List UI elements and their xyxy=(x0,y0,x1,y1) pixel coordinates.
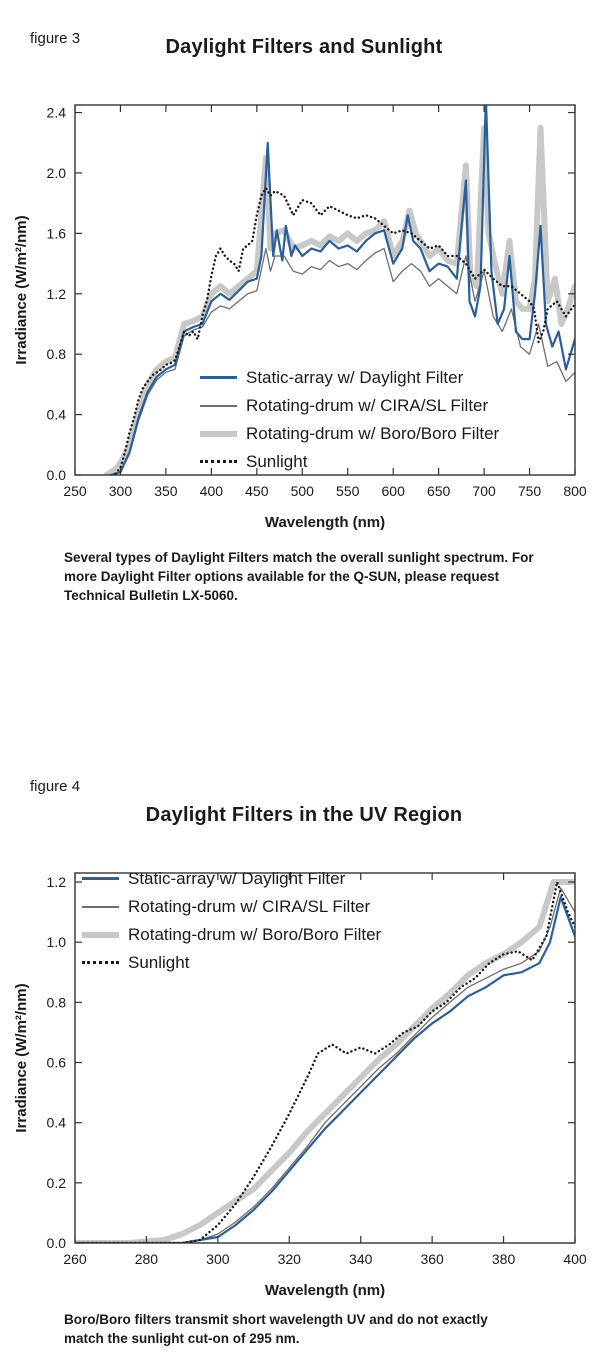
legend-item-cira-sl: Rotating-drum w/ CIRA/SL Filter xyxy=(200,394,499,417)
svg-text:0.8: 0.8 xyxy=(47,346,67,362)
legend-label-cira-sl: Rotating-drum w/ CIRA/SL Filter xyxy=(246,395,489,415)
legend-label-sunlight: Sunlight xyxy=(128,952,190,972)
svg-text:400: 400 xyxy=(563,1251,587,1267)
svg-text:250: 250 xyxy=(63,483,87,499)
svg-text:0.4: 0.4 xyxy=(47,1115,67,1131)
legend-label-boro-boro: Rotating-drum w/ Boro/Boro Filter xyxy=(246,423,500,443)
svg-text:0.0: 0.0 xyxy=(47,1235,67,1251)
svg-text:340: 340 xyxy=(349,1251,373,1267)
svg-text:550: 550 xyxy=(336,483,360,499)
figure3-legend: Static-array w/ Daylight Filter Rotating… xyxy=(200,366,499,473)
svg-text:400: 400 xyxy=(200,483,224,499)
svg-text:300: 300 xyxy=(109,483,133,499)
svg-text:0.2: 0.2 xyxy=(47,1175,67,1191)
svg-text:Irradiance (W/m²/nm): Irradiance (W/m²/nm) xyxy=(13,983,30,1132)
svg-text:700: 700 xyxy=(472,483,496,499)
legend-item-static-array: Static-array w/ Daylight Filter xyxy=(200,366,499,389)
figure4-legend: Static-array w/ Daylight Filter Rotating… xyxy=(82,867,381,974)
legend-item-sunlight: Sunlight xyxy=(200,450,499,473)
figure3-title: Daylight Filters and Sunlight xyxy=(165,36,443,58)
cira-sl-line-swatch xyxy=(200,404,237,407)
svg-text:280: 280 xyxy=(135,1251,159,1267)
svg-text:Wavelength (nm): Wavelength (nm) xyxy=(265,1282,385,1299)
svg-text:1.0: 1.0 xyxy=(47,934,67,950)
static-array-line-swatch xyxy=(200,376,237,379)
svg-text:2.0: 2.0 xyxy=(47,165,67,181)
figure4-label: figure 4 xyxy=(30,778,81,795)
svg-text:800: 800 xyxy=(563,483,587,499)
svg-text:0.6: 0.6 xyxy=(47,1055,67,1071)
legend-label-static-array: Static-array w/ Daylight Filter xyxy=(246,367,464,387)
svg-text:Irradiance (W/m²/nm): Irradiance (W/m²/nm) xyxy=(13,215,30,364)
legend-label-boro-boro: Rotating-drum w/ Boro/Boro Filter xyxy=(128,924,382,944)
svg-text:380: 380 xyxy=(492,1251,516,1267)
svg-text:1.6: 1.6 xyxy=(47,225,67,241)
legend-item-boro-boro: Rotating-drum w/ Boro/Boro Filter xyxy=(200,422,499,445)
legend-label-static-array: Static-array w/ Daylight Filter xyxy=(128,868,346,888)
legend-item-boro-boro: Rotating-drum w/ Boro/Boro Filter xyxy=(82,923,381,946)
svg-text:0.0: 0.0 xyxy=(47,467,67,483)
legend-item-sunlight: Sunlight xyxy=(82,951,381,974)
svg-text:260: 260 xyxy=(63,1251,87,1267)
sunlight-dotted-swatch xyxy=(200,460,237,463)
static-array-line-swatch xyxy=(82,877,119,880)
boro-boro-line-swatch xyxy=(200,430,237,437)
legend-label-sunlight: Sunlight xyxy=(246,451,308,471)
legend-item-cira-sl: Rotating-drum w/ CIRA/SL Filter xyxy=(82,895,381,918)
svg-text:1.2: 1.2 xyxy=(47,874,67,890)
svg-text:350: 350 xyxy=(154,483,178,499)
figure4-chart: 260 280 300 320 340 360 380 400 0.0 0.2 0.4 0.6 0.8 1… xyxy=(13,872,587,1299)
legend-label-cira-sl: Rotating-drum w/ CIRA/SL Filter xyxy=(128,896,371,916)
svg-text:600: 600 xyxy=(382,483,406,499)
figure3-chart: 250 300 350 400 450 500 550 600 650 700 750 800 0.0 0… xyxy=(13,104,587,531)
figure4-title: Daylight Filters in the UV Region xyxy=(145,804,463,826)
svg-text:2.4: 2.4 xyxy=(47,105,67,121)
svg-text:0.8: 0.8 xyxy=(47,994,67,1010)
figure4-caption: Boro/Boro filters transmit short wavelen… xyxy=(64,1312,488,1347)
svg-text:500: 500 xyxy=(291,483,315,499)
cira-sl-line-swatch xyxy=(82,905,119,908)
svg-text:1.2: 1.2 xyxy=(47,286,67,302)
svg-text:300: 300 xyxy=(206,1251,230,1267)
legend-item-static-array: Static-array w/ Daylight Filter xyxy=(82,867,381,890)
figure3-label: figure 3 xyxy=(30,30,81,47)
svg-text:360: 360 xyxy=(420,1251,444,1267)
svg-text:650: 650 xyxy=(427,483,451,499)
svg-text:Wavelength (nm): Wavelength (nm) xyxy=(265,514,385,531)
svg-text:0.4: 0.4 xyxy=(47,407,67,423)
figure3-caption: Several types of Daylight Filters match … xyxy=(64,550,534,604)
boro-boro-line-swatch xyxy=(82,931,119,938)
svg-text:450: 450 xyxy=(245,483,269,499)
svg-text:750: 750 xyxy=(518,483,542,499)
svg-text:320: 320 xyxy=(278,1251,302,1267)
sunlight-dotted-swatch xyxy=(82,961,119,964)
